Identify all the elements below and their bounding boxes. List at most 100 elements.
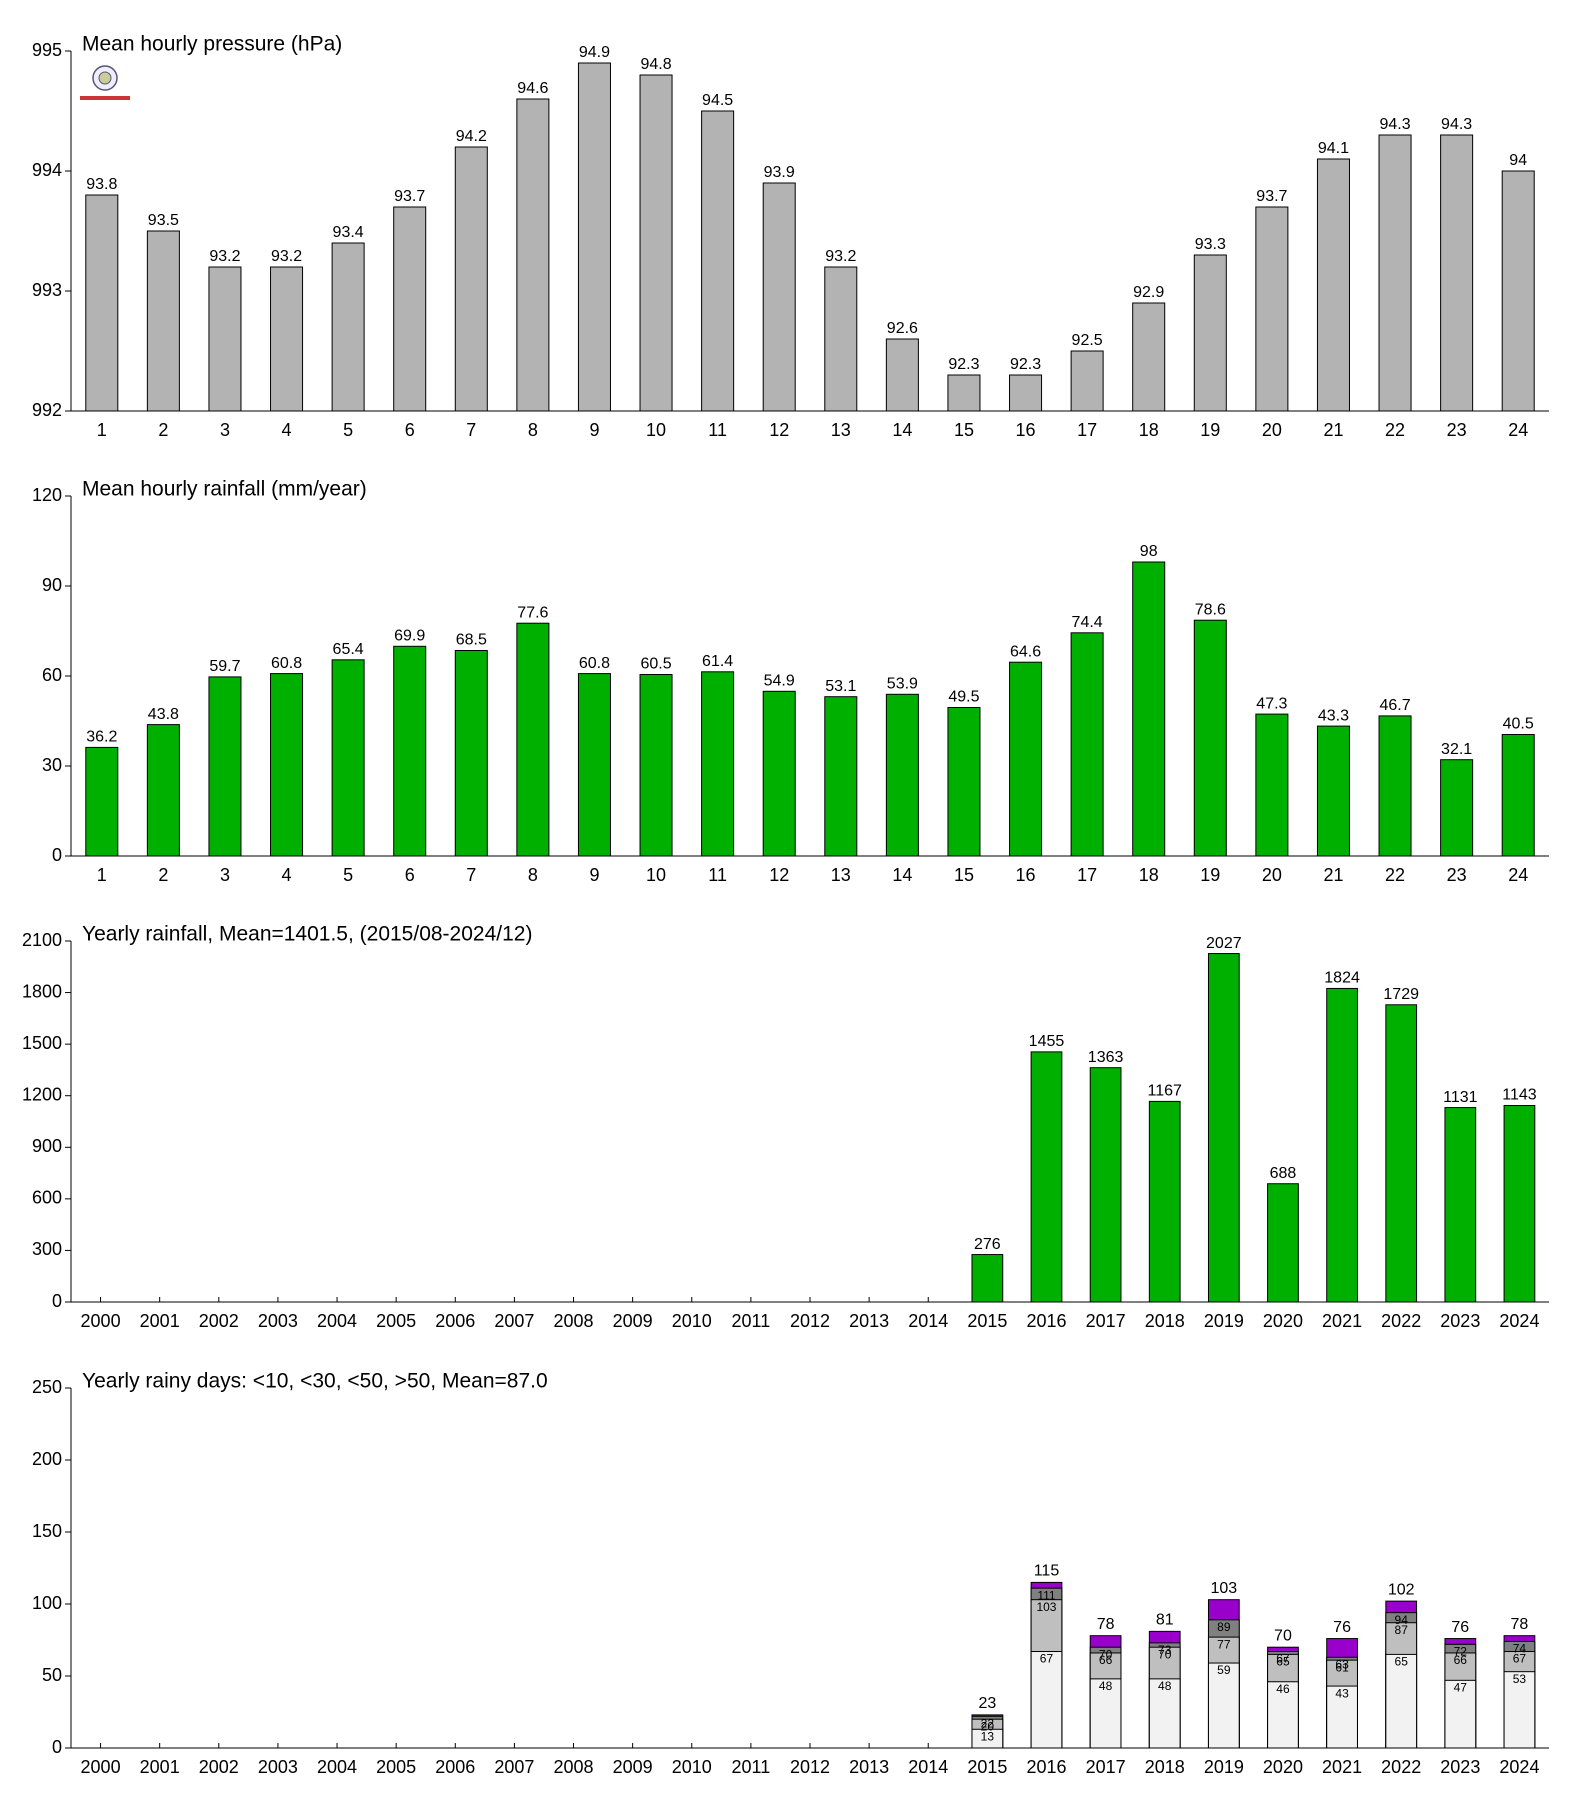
bar [885, 693, 919, 857]
bar [577, 673, 611, 857]
total-label: 76 [1333, 1619, 1351, 1636]
segment-label: 65 [1395, 1655, 1409, 1669]
y-tick-label: 1200 [22, 1084, 62, 1104]
x-tick-label: 2013 [849, 1311, 889, 1331]
segment-label: 89 [1217, 1620, 1231, 1634]
x-tick-label: 2021 [1322, 1311, 1362, 1331]
value-label: 65.4 [333, 641, 364, 658]
x-tick-label: 2020 [1263, 1311, 1303, 1331]
x-tick-label: 2003 [258, 1311, 298, 1331]
y-tick-label: 995 [32, 40, 62, 60]
total-label: 103 [1210, 1580, 1237, 1597]
x-tick-label: 1 [97, 420, 107, 440]
bar-segment [1267, 1681, 1299, 1749]
segment-label: 48 [1099, 1679, 1113, 1693]
y-tick-label: 0 [52, 1291, 62, 1311]
value-label: 94.6 [517, 80, 548, 97]
segment-label: 66 [1099, 1653, 1113, 1667]
total-label: 70 [1274, 1627, 1292, 1644]
total-label: 76 [1451, 1619, 1469, 1636]
bar-segment [1148, 1678, 1181, 1749]
x-tick-label: 13 [831, 865, 851, 885]
segment-label: 67 [1040, 1652, 1054, 1666]
segment-label: 94 [1395, 1613, 1409, 1627]
x-tick-label: 2017 [1086, 1757, 1126, 1777]
chart-title: Yearly rainfall, Mean=1401.5, (2015/08-2… [82, 923, 532, 946]
x-tick-label: 23 [1447, 865, 1467, 885]
value-label: 53.1 [825, 678, 856, 695]
x-tick-label: 2006 [435, 1757, 475, 1777]
x-tick-label: 2008 [553, 1757, 593, 1777]
value-label: 43.3 [1318, 707, 1349, 724]
value-label: 69.9 [394, 628, 425, 645]
y-tick-label: 200 [32, 1449, 62, 1469]
x-tick-label: 12 [769, 865, 789, 885]
x-tick-label: 14 [892, 420, 912, 440]
logo [80, 65, 130, 100]
bar [208, 266, 242, 412]
bar [1378, 134, 1412, 412]
bar [971, 1254, 1004, 1303]
bar [1255, 713, 1289, 857]
x-tick-label: 2022 [1381, 1757, 1421, 1777]
value-label: 47.3 [1256, 695, 1287, 712]
value-label: 74.4 [1072, 614, 1103, 631]
x-tick-label: 2020 [1263, 1757, 1303, 1777]
bar [1193, 619, 1227, 857]
x-tick-label: 2 [158, 865, 168, 885]
value-label: 46.7 [1379, 697, 1410, 714]
x-tick-label: 18 [1139, 865, 1159, 885]
x-tick-label: 2016 [1026, 1311, 1066, 1331]
x-tick-label: 2010 [672, 1311, 712, 1331]
segment-label: 70 [1099, 1647, 1113, 1661]
bar [1316, 725, 1350, 857]
bar-segment [1326, 1685, 1358, 1749]
x-tick-label: 2018 [1145, 1311, 1185, 1331]
value-label: 98 [1140, 543, 1158, 560]
bar [331, 242, 365, 412]
bar [516, 622, 550, 857]
value-label: 78.6 [1195, 601, 1226, 618]
y-tick-label: 994 [32, 160, 62, 180]
x-tick-label: 2002 [199, 1757, 239, 1777]
segment-label: 22 [981, 1716, 995, 1730]
total-label: 78 [1097, 1616, 1115, 1633]
x-tick-label: 2019 [1204, 1757, 1244, 1777]
bar [1009, 661, 1043, 857]
y-tick-label: 300 [32, 1239, 62, 1259]
x-tick-label: 24 [1508, 420, 1528, 440]
value-label: 1143 [1502, 1087, 1537, 1104]
y-tick-label: 0 [52, 1737, 62, 1757]
x-tick-label: 8 [528, 865, 538, 885]
value-label: 93.3 [1195, 236, 1226, 253]
value-label: 77.6 [517, 604, 548, 621]
x-tick-label: 23 [1447, 420, 1467, 440]
y-tick-label: 250 [32, 1377, 62, 1397]
x-tick-label: 2007 [494, 1311, 534, 1331]
bar [1193, 254, 1227, 412]
x-tick-label: 13 [831, 420, 851, 440]
value-label: 93.2 [209, 248, 240, 265]
total-label: 115 [1034, 1563, 1060, 1580]
value-label: 1363 [1088, 1049, 1124, 1066]
x-tick-label: 8 [528, 420, 538, 440]
segment-label: 111 [1037, 1588, 1056, 1602]
x-tick-label: 2001 [140, 1757, 180, 1777]
bar [1503, 1105, 1536, 1303]
x-tick-label: 6 [405, 865, 415, 885]
x-tick-label: 15 [954, 420, 974, 440]
value-label: 1131 [1443, 1089, 1478, 1106]
x-tick-label: 7 [466, 865, 476, 885]
bar [762, 690, 796, 857]
bar [1267, 1183, 1299, 1303]
bar [947, 374, 981, 412]
x-tick-label: 2011 [732, 1311, 771, 1331]
segment-label: 73 [1158, 1643, 1172, 1657]
segment-label: 67 [1513, 1652, 1527, 1666]
chart: Yearly rainfall, Mean=1401.5, (2015/08-2… [22, 923, 1549, 1331]
value-label: 32.1 [1441, 741, 1472, 758]
x-tick-label: 2009 [613, 1757, 653, 1777]
x-tick-label: 2017 [1086, 1311, 1126, 1331]
